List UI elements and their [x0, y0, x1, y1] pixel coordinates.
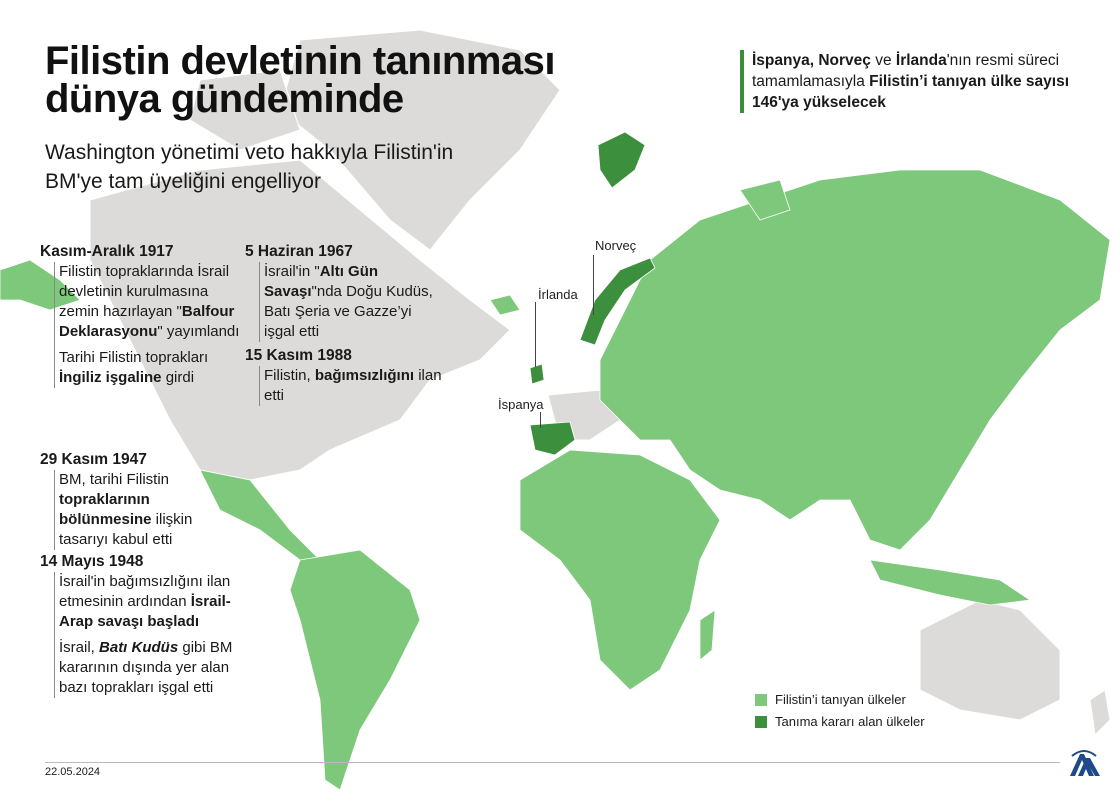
- text-segment: ilan etti: [264, 367, 442, 404]
- text-segment: Balfour Deklarasyonu: [59, 303, 235, 340]
- timeline-entry: Kasım-Aralık 1917 Filistin topraklarında …: [40, 242, 240, 394]
- timeline-paragraph: İsrail'in bağımsızlığını ilan etmesinin …: [59, 572, 240, 632]
- text-segment: İsrail'in bağımsızlığını ilan etmesinin …: [59, 573, 231, 610]
- text-segment: Filistin,: [264, 367, 315, 384]
- ireland-leader: [535, 302, 536, 367]
- svalbard: [597, 131, 646, 189]
- text-segment: İsrail'in ": [264, 263, 320, 280]
- iceland: [489, 294, 521, 316]
- ireland: [529, 363, 545, 385]
- timeline-date: Kasım-Aralık 1917: [40, 243, 174, 260]
- spain: [529, 421, 576, 456]
- text-segment: girdi: [161, 369, 195, 386]
- madagascar: [699, 609, 716, 661]
- text-segment: topraklarının bölünmesine: [59, 491, 152, 528]
- aa-logo-icon: [1070, 750, 1100, 776]
- label-ireland: İrlanda: [538, 287, 578, 302]
- legend-item-deciding: Tanıma kararı alan ülkeler: [755, 714, 925, 729]
- timeline-entry: 14 Mayıs 1948 İsrail'in bağımsızlığını il…: [40, 552, 240, 704]
- timeline-body: BM, tarihi Filistin topraklarının bölünm…: [54, 470, 240, 550]
- page-title: Filistin devletinin tanınması dünya günde…: [45, 39, 556, 121]
- timeline-paragraph: İsrail'in "Altı Gün Savaşı"nda Doğu Kudü…: [264, 262, 445, 342]
- timeline-entry: 15 Kasım 1988 Filistin, bağımsızlığını il…: [245, 346, 445, 412]
- highlight-note: İspanya, Norveç ve İrlanda'nın resmi sür…: [740, 50, 1082, 113]
- timeline-body: İsrail'in "Altı Gün Savaşı"nda Doğu Kudü…: [259, 262, 445, 342]
- timeline-body: Filistin, bağımsızlığını ilan etti: [259, 366, 445, 406]
- timeline-date: 15 Kasım 1988: [245, 347, 352, 364]
- text-segment: Filistin topraklarında İsrail devletinin…: [59, 263, 230, 320]
- australia: [919, 599, 1061, 721]
- text-segment: Filistin’i tanıyan ülke sayısı 146'ya yü…: [752, 73, 1070, 111]
- timeline-date: 5 Haziran 1967: [245, 243, 353, 260]
- text-segment: İrlanda: [895, 52, 947, 69]
- subtitle-line: Washington yönetimi veto hakkıyla Filist…: [45, 141, 454, 164]
- timeline-entry: 29 Kasım 1947 BM, tarihi Filistin toprakl…: [40, 450, 240, 556]
- indonesia: [869, 559, 1032, 606]
- norway: [579, 257, 656, 346]
- russia-far-east: [0, 259, 81, 311]
- legend-label: Filistin’i tanıyan ülkeler: [775, 692, 906, 707]
- timeline-paragraph: BM, tarihi Filistin topraklarının bölünm…: [59, 470, 240, 550]
- text-segment: gibi BM kararının dışında yer alan bazı …: [59, 639, 233, 696]
- text-segment: " yayımlandı: [157, 323, 240, 340]
- legend: Filistin’i tanıyan ülkeler Tanıma kararı…: [755, 692, 925, 736]
- timeline-body: Filistin topraklarında İsrail devletinin…: [54, 262, 240, 388]
- eurasia: [599, 169, 1111, 551]
- title-line: dünya gündeminde: [45, 77, 404, 121]
- timeline-entry: 5 Haziran 1967 İsrail'in "Altı Gün Savaşı…: [245, 242, 445, 348]
- text-segment: İsrail,: [59, 639, 100, 656]
- north-america: [89, 159, 511, 481]
- south-america: [289, 549, 421, 791]
- timeline-paragraph: Tarihi Filistin toprakları İngiliz işgal…: [59, 348, 240, 388]
- text-segment: 'nın resmi süreci tamamlamasıyla: [752, 52, 1060, 90]
- title-line: Filistin devletinin tanınması: [45, 39, 556, 83]
- footer-divider: [45, 762, 1060, 763]
- norway-leader: [593, 255, 594, 315]
- text-segment: "nda Doğu Kudüs, Batı Şeria ve Gazze’yi …: [264, 283, 433, 340]
- greenland: [279, 29, 561, 251]
- legend-item-recognized: Filistin’i tanıyan ülkeler: [755, 692, 925, 707]
- text-segment: İsrail-Arap savaşı başladı: [59, 593, 231, 630]
- nz: [1089, 689, 1111, 737]
- label-spain: İspanya: [498, 397, 544, 412]
- legend-swatch: [755, 693, 767, 706]
- text-segment: bağımsızlığını: [314, 367, 415, 384]
- text-segment: Tarihi Filistin toprakları: [59, 349, 209, 366]
- timeline-body: İsrail'in bağımsızlığını ilan etmesinin …: [54, 572, 240, 698]
- text-segment: Batı Kudüs: [99, 639, 179, 656]
- africa: [519, 449, 721, 691]
- subtitle: Washington yönetimi veto hakkıyla Filist…: [45, 138, 453, 196]
- text-segment: ve: [870, 52, 896, 69]
- canada-islands: [189, 69, 301, 151]
- subtitle-line: BM'ye tam üyeliğini engelliyor: [45, 170, 321, 193]
- timeline-date: 29 Kasım 1947: [40, 451, 147, 468]
- spain-leader: [540, 412, 541, 428]
- timeline-paragraph: Filistin topraklarında İsrail devletinin…: [59, 262, 240, 342]
- timeline-paragraph: İsrail, Batı Kudüs gibi BM kararının dış…: [59, 638, 240, 698]
- text-segment: İspanya, Norveç: [752, 52, 871, 69]
- timeline-paragraph: Filistin, bağımsızlığını ilan etti: [264, 366, 445, 406]
- text-segment: BM, tarihi Filistin: [59, 471, 170, 488]
- text-segment: İngiliz işgaline: [59, 369, 162, 386]
- legend-label: Tanıma kararı alan ülkeler: [775, 714, 925, 729]
- arctic-islands: [739, 179, 791, 221]
- text-segment: Altı Gün Savaşı: [264, 263, 379, 300]
- timeline-date: 14 Mayıs 1948: [40, 553, 144, 570]
- publish-date: 22.05.2024: [45, 766, 101, 778]
- label-norway: Norveç: [595, 238, 637, 253]
- legend-swatch: [755, 715, 767, 728]
- text-segment: ilişkin tasarıyı kabul etti: [59, 511, 193, 548]
